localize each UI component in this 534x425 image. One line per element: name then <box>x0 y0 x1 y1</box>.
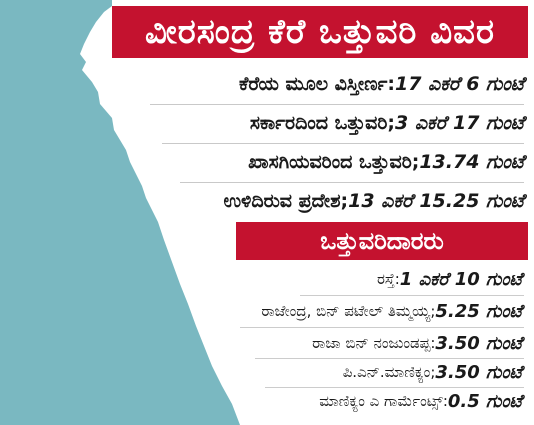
owner-row-garments: ಮಾಣಿಕ್ಯಂ ಎ ಗಾರ್ಮೆಂಟ್ಸ್: 0.5 ಗುಂಟೆ <box>319 387 522 415</box>
page-title: ವೀರಸಂದ್ರ ಕೆರೆ ಒತ್ತುವರಿ ವಿವರ <box>112 6 528 58</box>
detail-value: 13.74 ಗುಂಟೆ <box>419 151 524 173</box>
owner-row-raja: ರಾಜಾ ಬಿನ್ ನಂಜುಂಡಪ್ಪ: 3.50 ಗುಂಟೆ <box>312 329 522 357</box>
owner-label: ರಾಜೇಂದ್ರ, ಬಿನ್ ಪಟೇಲ್ ತಿಮ್ಮಯ್ಯ; <box>261 302 436 320</box>
owners-heading: ಒತ್ತುವರಿದಾರರು <box>236 222 528 260</box>
divider <box>265 387 524 388</box>
owner-label: ಮಾಣಿಕ್ಯಂ ಎ ಗಾರ್ಮೆಂಟ್ಸ್: <box>319 392 448 410</box>
divider <box>255 358 524 359</box>
divider <box>180 182 524 183</box>
divider <box>162 143 524 144</box>
detail-row-original-area: ಕೆರೆಯ ಮೂಲ ವಿಸ್ತೀರ್ಣ: 17 ಎಕರೆ 6 ಗುಂಟೆ <box>120 67 524 101</box>
divider <box>150 104 524 105</box>
detail-value: 13 ಎಕರೆ 15.25 ಗುಂಟೆ <box>348 190 524 212</box>
detail-label: ಉಳಿದಿರುವ ಪ್ರದೇಶ; <box>223 190 349 212</box>
detail-label: ಖಾಸಗಿಯವರಿಂದ ಒತ್ತುವರಿ; <box>248 151 420 173</box>
divider <box>240 327 524 328</box>
detail-row-private-encroachment: ಖಾಸಗಿಯವರಿಂದ ಒತ್ತುವರಿ; 13.74 ಗುಂಟೆ <box>120 145 524 179</box>
detail-value: 17 ಎಕರೆ 6 ಗುಂಟೆ <box>394 73 524 95</box>
owner-value: 0.5 ಗುಂಟೆ <box>447 390 522 412</box>
owner-value: 3.50 ಗುಂಟೆ <box>435 332 522 354</box>
detail-label: ಸರ್ಕಾರದಿಂದ ಒತ್ತುವರಿ; <box>249 112 395 134</box>
owner-value: 3.50 ಗುಂಟೆ <box>435 361 522 383</box>
owner-value: 1 ಎಕರೆ 10 ಗುಂಟೆ <box>399 268 522 290</box>
owner-row-rajendra: ರಾಜೇಂದ್ರ, ಬಿನ್ ಪಟೇಲ್ ತಿಮ್ಮಯ್ಯ; 5.25 ಗುಂಟ… <box>261 297 522 325</box>
owner-label: ರಸ್ತೆ: <box>376 270 400 288</box>
detail-value: 3 ಎಕರೆ 17 ಗುಂಟೆ <box>394 112 524 134</box>
owner-value: 5.25 ಗುಂಟೆ <box>435 300 522 322</box>
detail-row-remaining-area: ಉಳಿದಿರುವ ಪ್ರದೇಶ; 13 ಎಕರೆ 15.25 ಗುಂಟೆ <box>120 184 524 218</box>
owner-row-manikyam: ಪಿ.ಎನ್.ಮಾಣಿಕ್ಯಂ; 3.50 ಗುಂಟೆ <box>343 358 522 386</box>
detail-label: ಕೆರೆಯ ಮೂಲ ವಿಸ್ತೀರ್ಣ: <box>239 73 395 95</box>
owner-label: ಪಿ.ಎನ್.ಮಾಣಿಕ್ಯಂ; <box>342 363 436 381</box>
owner-label: ರಾಜಾ ಬಿನ್ ನಂಜುಂಡಪ್ಪ: <box>312 334 436 352</box>
divider <box>300 295 524 296</box>
detail-row-government-encroachment: ಸರ್ಕಾರದಿಂದ ಒತ್ತುವರಿ; 3 ಎಕರೆ 17 ಗುಂಟೆ <box>120 106 524 140</box>
owner-row-road: ರಸ್ತೆ: 1 ಎಕರೆ 10 ಗುಂಟೆ <box>377 265 522 293</box>
